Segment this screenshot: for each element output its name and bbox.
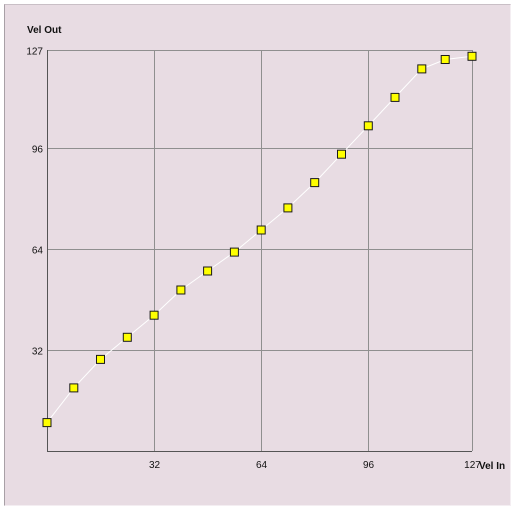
velocity-curve-chart[interactable]: Vel Out Vel In 32 64 96 127 127 96 64 32 bbox=[5, 5, 510, 505]
data-point-handle[interactable] bbox=[69, 383, 79, 393]
data-point-handle[interactable] bbox=[390, 92, 400, 102]
x-tick-label-127: 127 bbox=[464, 460, 481, 471]
data-point-handle[interactable] bbox=[256, 225, 266, 235]
data-point-handle[interactable] bbox=[229, 247, 239, 257]
data-points bbox=[42, 51, 477, 428]
data-point-handle[interactable] bbox=[176, 285, 186, 295]
data-point-handle[interactable] bbox=[203, 266, 213, 276]
y-axis-title: Vel Out bbox=[27, 25, 62, 36]
y-tick-label-127: 127 bbox=[26, 47, 43, 58]
y-tick-label-96: 96 bbox=[32, 145, 44, 156]
data-point-handle[interactable] bbox=[337, 149, 346, 159]
data-point-handle[interactable] bbox=[417, 64, 427, 74]
data-point-handle[interactable] bbox=[310, 178, 320, 188]
data-point-handle[interactable] bbox=[96, 354, 105, 364]
velocity-curve-line bbox=[46, 55, 473, 423]
data-point-handle[interactable] bbox=[149, 310, 159, 320]
x-axis-title: Vel In bbox=[479, 461, 505, 472]
y-tick-label-32: 32 bbox=[32, 347, 44, 358]
data-point-handle[interactable] bbox=[467, 51, 477, 61]
axes bbox=[47, 50, 472, 452]
x-tick-label-32: 32 bbox=[149, 460, 161, 471]
axis-labels: Vel Out Vel In 32 64 96 127 127 96 64 32 bbox=[26, 25, 505, 472]
x-tick-label-64: 64 bbox=[256, 460, 268, 471]
x-tick-label-96: 96 bbox=[363, 460, 375, 471]
data-point-handle[interactable] bbox=[122, 332, 132, 342]
y-tick-label-64: 64 bbox=[32, 246, 44, 257]
data-point-handle[interactable] bbox=[363, 121, 373, 131]
data-point-handle[interactable] bbox=[42, 418, 52, 428]
velocity-curve-panel: Vel Out Vel In 32 64 96 127 127 96 64 32 bbox=[4, 4, 511, 506]
data-point-handle[interactable] bbox=[283, 203, 293, 213]
grid-lines bbox=[47, 50, 473, 451]
data-point-handle[interactable] bbox=[440, 55, 450, 64]
